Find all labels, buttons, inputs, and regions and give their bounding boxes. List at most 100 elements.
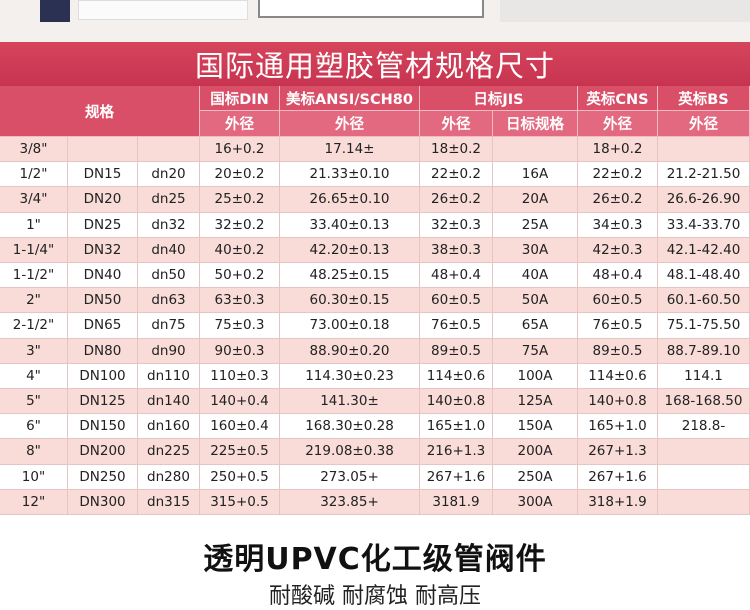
- table-cell: 32±0.2: [200, 212, 280, 238]
- table-cell: 140+0.4: [200, 389, 280, 415]
- photo-right: [500, 0, 750, 22]
- table-cell: 30A: [493, 237, 578, 263]
- table-cell: 3181.9: [420, 489, 493, 515]
- table-cell: 16+0.2: [200, 137, 280, 163]
- table-cell: 114.1: [658, 363, 750, 389]
- table-cell: 60.30±0.15: [280, 288, 420, 314]
- top-strip: [0, 0, 750, 42]
- table-cell: 168.30±0.28: [280, 414, 420, 440]
- table-cell: 75A: [493, 338, 578, 364]
- table-cell: 323.85+: [280, 489, 420, 515]
- table-cell: 1/2": [0, 162, 68, 188]
- table-cell: 114±0.6: [420, 363, 493, 389]
- table-cell: 318+1.9: [578, 489, 658, 515]
- table-cell: 165+1.0: [578, 414, 658, 440]
- table-cell: 3/4": [0, 187, 68, 213]
- photo-card: [78, 0, 248, 20]
- table-cell: dn280: [138, 464, 200, 490]
- table-cell: 20A: [493, 187, 578, 213]
- table-cell: DN250: [68, 464, 138, 490]
- table-cell: 88.90±0.20: [280, 338, 420, 364]
- table-cell: 141.30±: [280, 389, 420, 415]
- header-cell: 规格: [0, 86, 200, 137]
- table-cell: 75±0.3: [200, 313, 280, 339]
- header-cell: 英标CNS: [578, 86, 658, 111]
- table-cell: 110±0.3: [200, 363, 280, 389]
- header-cell: 日标JIS: [420, 86, 578, 111]
- table-cell: dn20: [138, 162, 200, 188]
- table-cell: 76±0.5: [420, 313, 493, 339]
- table-cell: [138, 137, 200, 163]
- table-cell: 5": [0, 389, 68, 415]
- table-cell: DN50: [68, 288, 138, 314]
- table-cell: 200A: [493, 439, 578, 465]
- table-cell: DN25: [68, 212, 138, 238]
- table-cell: DN150: [68, 414, 138, 440]
- table-cell: 225±0.5: [200, 439, 280, 465]
- table-cell: 10": [0, 464, 68, 490]
- table-cell: dn40: [138, 237, 200, 263]
- table-cell: 60±0.5: [578, 288, 658, 314]
- table-cell: 267+1.3: [578, 439, 658, 465]
- table-cell: [658, 464, 750, 490]
- table-cell: dn32: [138, 212, 200, 238]
- table-cell: 25±0.2: [200, 187, 280, 213]
- table-cell: 21.2-21.50: [658, 162, 750, 188]
- footer-subtitle: 耐酸碱 耐腐蚀 耐高压: [269, 584, 481, 609]
- table-cell: 165±1.0: [420, 414, 493, 440]
- table-cell: 140±0.8: [420, 389, 493, 415]
- table-cell: dn140: [138, 389, 200, 415]
- table-cell: 18±0.2: [420, 137, 493, 163]
- table-cell: 2-1/2": [0, 313, 68, 339]
- table-cell: dn160: [138, 414, 200, 440]
- table-cell: 33.4-33.70: [658, 212, 750, 238]
- table-cell: [658, 137, 750, 163]
- table-cell: 26±0.2: [420, 187, 493, 213]
- table-cell: 32±0.3: [420, 212, 493, 238]
- table-cell: 267+1.6: [578, 464, 658, 490]
- table-cell: DN15: [68, 162, 138, 188]
- header-cell: 国标DIN: [200, 86, 280, 111]
- table-cell: 2": [0, 288, 68, 314]
- photo-frame: [258, 0, 484, 18]
- table-cell: dn110: [138, 363, 200, 389]
- subheader-cell: 外径: [280, 111, 420, 137]
- table-cell: 21.33±0.10: [280, 162, 420, 188]
- table-cell: 22±0.2: [420, 162, 493, 188]
- table-cell: 33.40±0.13: [280, 212, 420, 238]
- table-cell: 168-168.50: [658, 389, 750, 415]
- table-cell: 50A: [493, 288, 578, 314]
- table-cell: 89±0.5: [420, 338, 493, 364]
- table-cell: 3": [0, 338, 68, 364]
- table-cell: 160±0.4: [200, 414, 280, 440]
- table-cell: 60±0.5: [420, 288, 493, 314]
- table-cell: DN300: [68, 489, 138, 515]
- table-cell: DN125: [68, 389, 138, 415]
- table-cell: 3/8": [0, 137, 68, 163]
- table-cell: 6": [0, 414, 68, 440]
- table-cell: 73.00±0.18: [280, 313, 420, 339]
- table-cell: [68, 137, 138, 163]
- table-cell: 42.1-42.40: [658, 237, 750, 263]
- table-cell: 22±0.2: [578, 162, 658, 188]
- table-title: 国际通用塑胶管材规格尺寸: [194, 49, 555, 83]
- table-cell: DN100: [68, 363, 138, 389]
- table-cell: 63±0.3: [200, 288, 280, 314]
- table-cell: DN200: [68, 439, 138, 465]
- table-cell: 90±0.3: [200, 338, 280, 364]
- table-cell: dn50: [138, 263, 200, 289]
- table-cell: DN80: [68, 338, 138, 364]
- table-cell: 20±0.2: [200, 162, 280, 188]
- table-cell: 8": [0, 439, 68, 465]
- table-cell: DN65: [68, 313, 138, 339]
- table-cell: 18+0.2: [578, 137, 658, 163]
- table-cell: dn315: [138, 489, 200, 515]
- table-cell: [658, 489, 750, 515]
- table-cell: 40±0.2: [200, 237, 280, 263]
- table-cell: 150A: [493, 414, 578, 440]
- table-cell: 89±0.5: [578, 338, 658, 364]
- table-cell: 1-1/2": [0, 263, 68, 289]
- title-band: 国际通用塑胶管材规格尺寸: [0, 42, 750, 86]
- table-cell: 300A: [493, 489, 578, 515]
- table-cell: 250A: [493, 464, 578, 490]
